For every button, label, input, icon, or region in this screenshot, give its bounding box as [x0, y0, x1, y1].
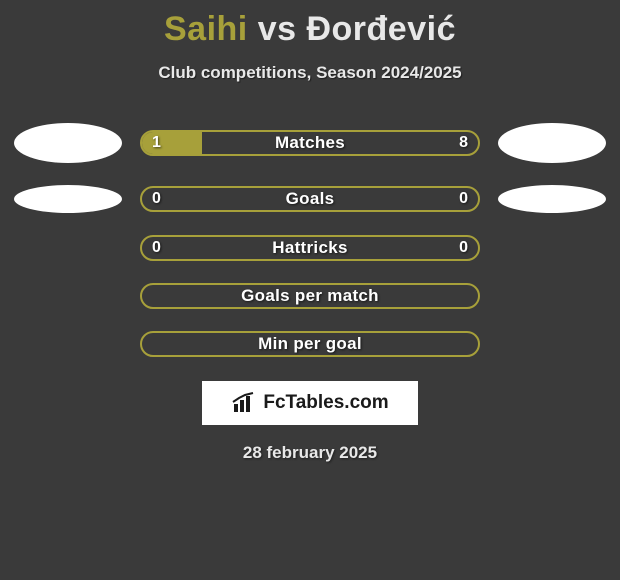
player2-name: Đorđević [306, 10, 456, 48]
vs-text: vs [258, 10, 297, 48]
stat-label: Goals [142, 188, 478, 210]
badge-placeholder [498, 248, 606, 249]
stat-label: Matches [142, 132, 478, 154]
player1-badge [14, 185, 122, 213]
stat-row: 00Goals [0, 185, 620, 213]
date-text: 28 february 2025 [0, 443, 620, 463]
stat-bar: 00Hattricks [140, 235, 480, 261]
source-logo: FcTables.com [202, 381, 418, 425]
chart-icon [231, 392, 257, 414]
player1-badge [14, 123, 122, 163]
stat-label: Min per goal [142, 333, 478, 355]
badge-placeholder [14, 296, 122, 297]
stat-bar: Min per goal [140, 331, 480, 357]
stat-row: Min per goal [0, 331, 620, 357]
badge-placeholder [14, 248, 122, 249]
player2-badge [498, 185, 606, 213]
stat-bar: 18Matches [140, 130, 480, 156]
badge-placeholder [498, 344, 606, 345]
subtitle: Club competitions, Season 2024/2025 [0, 63, 620, 83]
stat-row: Goals per match [0, 283, 620, 309]
stat-row: 00Hattricks [0, 235, 620, 261]
badge-placeholder [14, 344, 122, 345]
stat-label: Goals per match [142, 285, 478, 307]
stat-row: 18Matches [0, 123, 620, 163]
stat-label: Hattricks [142, 237, 478, 259]
player2-badge [498, 123, 606, 163]
stat-rows: 18Matches 00Goals 00Hattricks Goals per mat… [0, 123, 620, 357]
logo-text: FcTables.com [263, 392, 388, 414]
comparison-title: Saihi vs Đorđević [0, 0, 620, 49]
badge-placeholder [498, 296, 606, 297]
stat-bar: Goals per match [140, 283, 480, 309]
player1-name: Saihi [164, 10, 248, 48]
stat-bar: 00Goals [140, 186, 480, 212]
